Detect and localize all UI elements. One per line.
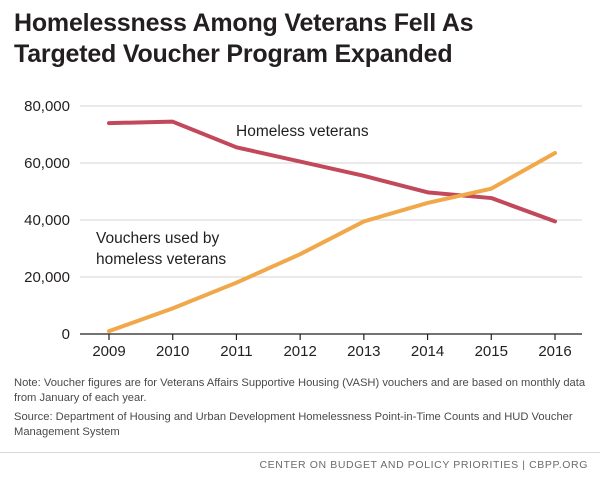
y-axis-ticks: 0 20,000 40,000 60,000 80,000 <box>24 98 70 343</box>
x-tick-label: 2010 <box>156 343 189 360</box>
series-labels: Homeless veterans Vouchers used by homeles… <box>96 123 369 268</box>
y-tick-label: 80,000 <box>24 98 70 115</box>
footer-divider <box>0 452 600 453</box>
y-tick-label: 0 <box>62 326 70 343</box>
homeless-veterans-line <box>107 119 557 224</box>
footer-credit: CENTER ON BUDGET AND POLICY PRIORITIES |… <box>259 459 588 471</box>
grid-lines <box>80 105 582 335</box>
x-tick-label: 2011 <box>220 343 252 360</box>
x-tick-label: 2012 <box>283 343 316 360</box>
series-lines <box>107 119 557 334</box>
x-tick-label: 2016 <box>538 343 571 360</box>
label-vouchers-line-1: Vouchers used by <box>96 230 219 247</box>
x-tick-label: 2009 <box>92 343 125 360</box>
note-text: Note: Voucher figures are for Veterans A… <box>14 377 586 404</box>
x-tick-label: 2015 <box>475 343 508 360</box>
chart-title-line-2: Targeted Voucher Program Expanded <box>14 40 453 68</box>
y-tick-label: 20,000 <box>24 269 70 286</box>
source-text: Source: Department of Housing and Urban … <box>14 411 573 438</box>
y-tick-label: 60,000 <box>24 155 70 172</box>
y-tick-label: 40,000 <box>24 212 70 229</box>
x-tick-label: 2014 <box>411 343 444 360</box>
x-axis-ticks: 2009 2010 2011 2012 2013 2014 2015 2016 <box>92 334 572 360</box>
label-vouchers-line-2: homeless veterans <box>96 251 226 268</box>
chart-title: Homelessness Among Veterans Fell As Targ… <box>14 8 589 70</box>
x-tick-label: 2013 <box>347 343 380 360</box>
chart-title-line-1: Homelessness Among Veterans Fell As <box>14 9 474 37</box>
chart-notes: Note: Voucher figures are for Veterans A… <box>14 376 590 444</box>
label-homeless-veterans: Homeless veterans <box>236 123 369 140</box>
vouchers-line <box>107 151 557 334</box>
